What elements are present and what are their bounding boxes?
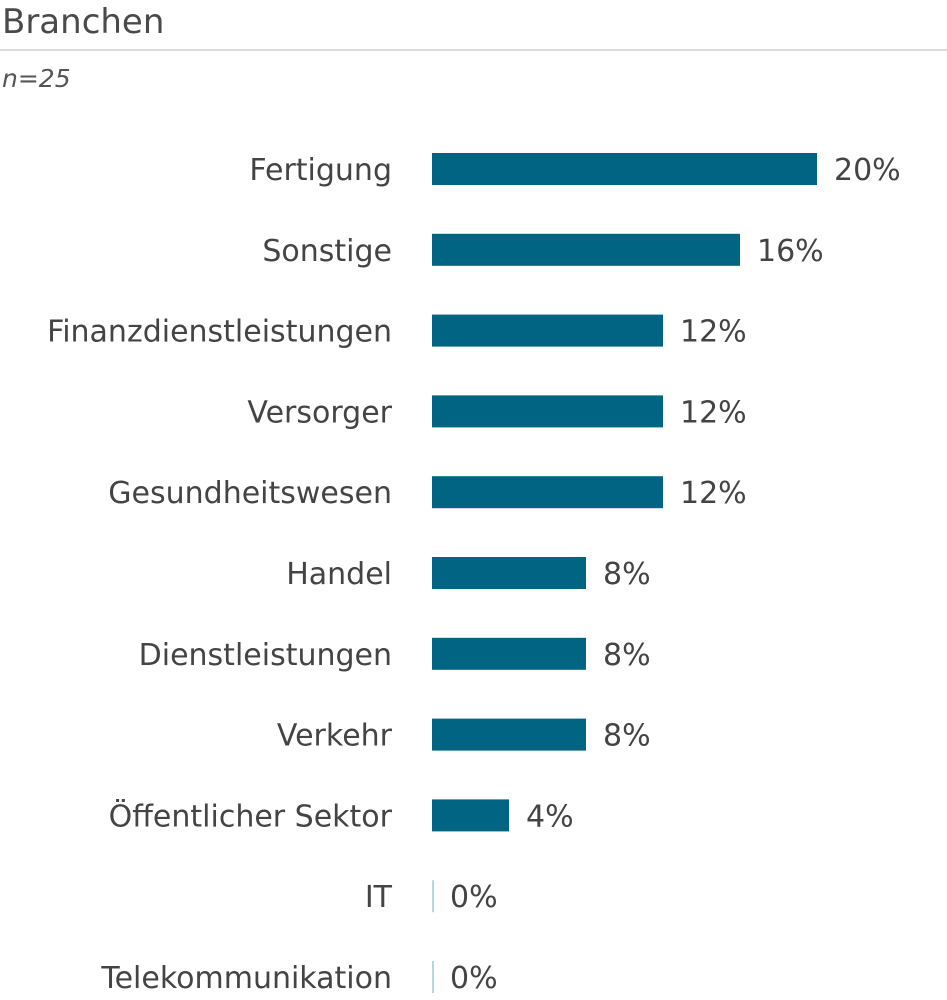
value-label: 8% — [603, 557, 651, 592]
title-divider — [0, 49, 947, 51]
bar — [432, 880, 434, 913]
category-label: Sonstige — [262, 234, 392, 269]
category-label: Dienstleistungen — [139, 638, 392, 673]
category-label: Verkehr — [277, 719, 393, 754]
value-label: 8% — [603, 638, 651, 673]
chart-subtitle: n=25 — [2, 64, 71, 93]
bar — [432, 557, 586, 589]
bar — [432, 637, 586, 670]
bar — [432, 476, 663, 509]
category-label: IT — [365, 880, 393, 915]
bar — [432, 718, 586, 751]
category-label: Handel — [286, 557, 392, 592]
value-label: 0% — [450, 880, 498, 915]
bar — [432, 395, 663, 428]
value-label: 12% — [680, 395, 747, 430]
value-label: 20% — [834, 153, 901, 188]
value-label: 0% — [450, 961, 498, 996]
category-label: Telekommunikation — [100, 961, 392, 996]
bar — [432, 153, 817, 185]
bar — [432, 314, 663, 347]
bar — [432, 961, 434, 993]
value-label: 12% — [680, 476, 747, 511]
value-label: 12% — [680, 315, 747, 350]
value-label: 8% — [603, 719, 651, 754]
value-label: 4% — [526, 799, 574, 834]
category-label: Finanzdienstleistungen — [47, 315, 392, 350]
chart-title: Branchen — [2, 2, 165, 42]
bar — [432, 799, 509, 832]
category-label: Gesundheitswesen — [108, 476, 392, 511]
category-label: Versorger — [247, 395, 392, 430]
category-label: Fertigung — [249, 153, 392, 188]
category-label: Öffentlicher Sektor — [109, 798, 393, 834]
value-label: 16% — [757, 234, 824, 269]
bar — [432, 233, 740, 266]
